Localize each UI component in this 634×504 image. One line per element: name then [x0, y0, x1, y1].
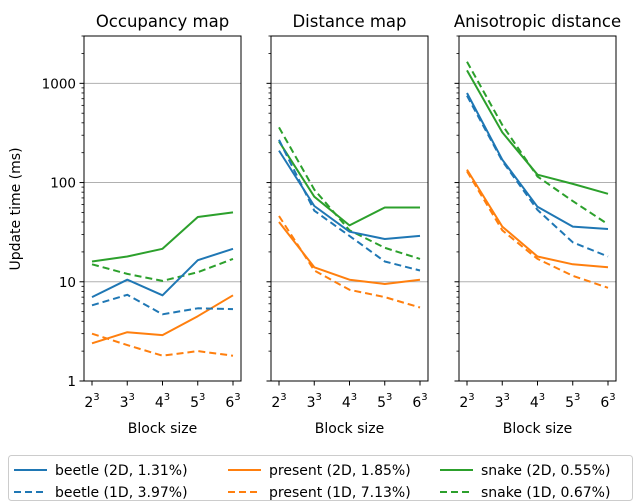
- series-line-snake_1d: [91, 257, 234, 282]
- axes-frame: [83, 35, 242, 382]
- legend-label: snake (1D, 0.67%): [481, 485, 610, 501]
- panel-1: Occupancy map 1 10 100 1000 23 33 43 53 63 Block s…: [42, 12, 242, 437]
- legend-label: snake (2D, 0.55%): [481, 463, 610, 479]
- x-axis-label: Block size: [315, 421, 384, 437]
- series-line-snake_2d: [466, 69, 609, 195]
- series-line-present_1d: [466, 170, 609, 289]
- legend-item: present (2D, 1.85%): [228, 463, 411, 479]
- panel-2: Distance map 23 33 43 53 63 Block size: [266, 12, 429, 437]
- series-line-beetle_2d: [91, 247, 234, 298]
- legend-item: beetle (1D, 3.97%): [14, 485, 188, 501]
- legend-label: beetle (1D, 3.97%): [55, 485, 188, 501]
- x-tick-label: 23: [271, 392, 286, 411]
- panel-3: Anisotropic distance 23 33 43 53 63 Block size: [454, 12, 621, 437]
- panel-title: Distance map: [292, 12, 406, 31]
- y-tick-label: 1: [67, 374, 76, 390]
- panel-title: Anisotropic distance: [454, 12, 621, 31]
- x-tick-label: 43: [530, 392, 545, 411]
- panels: Occupancy map 1 10 100 1000 23 33 43 53 63 Block s…: [42, 12, 622, 437]
- series-line-present_1d: [91, 332, 234, 357]
- legend-item: snake (2D, 0.55%): [440, 463, 610, 479]
- legend-label: present (2D, 1.85%): [269, 463, 411, 479]
- series-line-beetle_1d: [91, 293, 234, 316]
- panel-title: Occupancy map: [96, 12, 229, 31]
- legend-item: present (1D, 7.13%): [228, 485, 411, 501]
- y-axis-label: Update time (ms): [8, 147, 24, 270]
- x-tick-label: 63: [225, 392, 240, 411]
- x-tick-label: 53: [565, 392, 580, 411]
- series-line-snake_1d: [278, 126, 421, 260]
- series-line-present_2d: [91, 294, 234, 345]
- x-tick-label: 23: [84, 392, 99, 411]
- x-axis-label: Block size: [503, 421, 572, 437]
- legend-item: snake (1D, 0.67%): [440, 485, 610, 501]
- series-line-beetle_1d: [278, 139, 421, 272]
- series-line-snake_1d: [466, 61, 609, 226]
- x-tick-label: 63: [600, 392, 615, 411]
- x-tick-label: 23: [459, 392, 474, 411]
- legend: beetle (2D, 1.31%) present (2D, 1.85%) sna…: [8, 455, 633, 501]
- x-tick-label: 53: [377, 392, 392, 411]
- legend-label: present (1D, 7.13%): [269, 485, 411, 501]
- series-line-beetle_2d: [278, 150, 421, 240]
- x-axis-label: Block size: [128, 421, 197, 437]
- series-line-snake_2d: [91, 211, 234, 263]
- x-tick-label: 53: [190, 392, 205, 411]
- series-line-snake_2d: [278, 140, 420, 227]
- y-tick-label: 10: [59, 275, 76, 291]
- y-tick-label: 1000: [42, 76, 76, 92]
- x-tick-label: 33: [307, 392, 322, 411]
- x-tick-label: 33: [495, 392, 510, 411]
- legend-box: [8, 455, 633, 501]
- x-tick-label: 63: [412, 392, 427, 411]
- x-tick-label: 43: [342, 392, 357, 411]
- series-line-present_2d: [278, 221, 421, 285]
- series-line-present_1d: [278, 215, 421, 309]
- legend-label: beetle (2D, 1.31%): [55, 463, 188, 479]
- legend-item: beetle (2D, 1.31%): [14, 463, 188, 479]
- y-tick-label: 100: [50, 176, 76, 192]
- x-tick-label: 43: [155, 392, 170, 411]
- series-line-present_2d: [466, 169, 609, 269]
- series-line-beetle_1d: [466, 95, 609, 258]
- x-tick-label: 33: [120, 392, 135, 411]
